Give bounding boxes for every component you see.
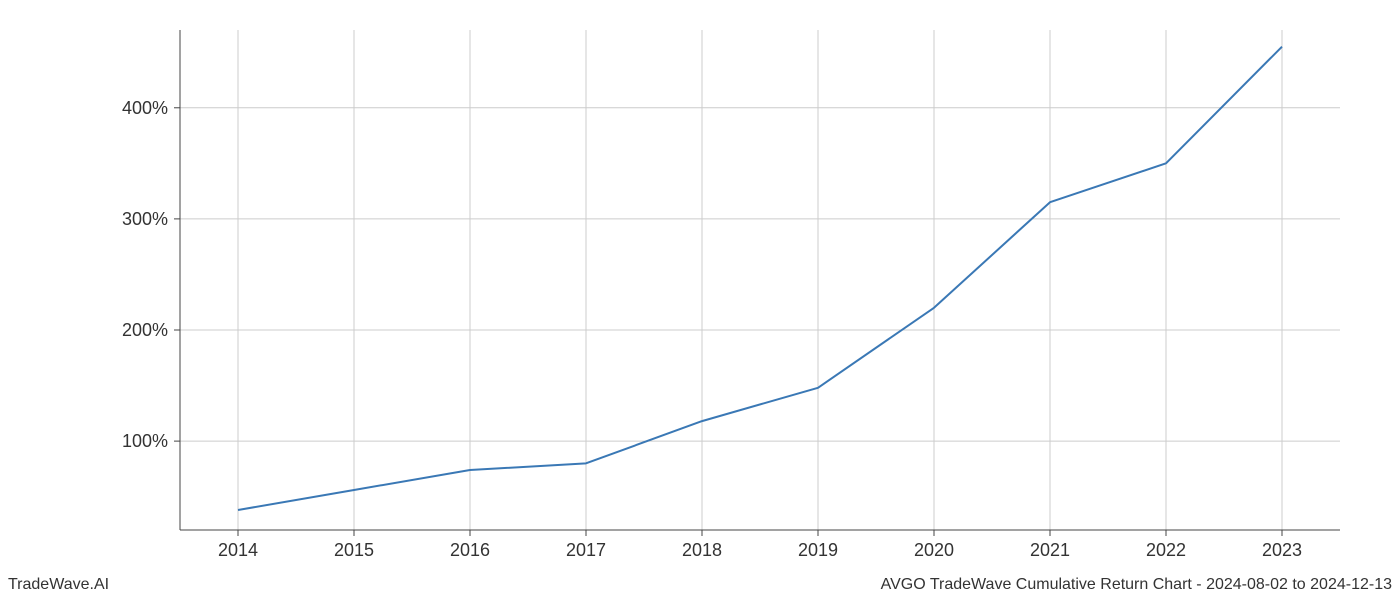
line-chart: 2014 2015 2016 2017 2018 2019 2020 2021 2022 2023… <box>0 0 1400 600</box>
chart-container: 2014 2015 2016 2017 2018 2019 2020 2021 2022 2023… <box>0 0 1400 600</box>
x-tick-label: 2022 <box>1146 540 1186 560</box>
footer-left-text: TradeWave.AI <box>8 576 109 594</box>
x-tick-label: 2016 <box>450 540 490 560</box>
x-tick-label: 2021 <box>1030 540 1070 560</box>
x-tick-label: 2014 <box>218 540 258 560</box>
x-tick-label: 2015 <box>334 540 374 560</box>
footer-right-text: AVGO TradeWave Cumulative Return Chart -… <box>881 576 1392 594</box>
x-tick-label: 2023 <box>1262 540 1302 560</box>
x-tick-label: 2017 <box>566 540 606 560</box>
y-tick-label: 100% <box>122 431 168 451</box>
y-tick-label: 200% <box>122 320 168 340</box>
y-tick-label: 300% <box>122 209 168 229</box>
y-tick-label: 400% <box>122 98 168 118</box>
x-tick-label: 2018 <box>682 540 722 560</box>
x-tick-label: 2019 <box>798 540 838 560</box>
x-tick-label: 2020 <box>914 540 954 560</box>
